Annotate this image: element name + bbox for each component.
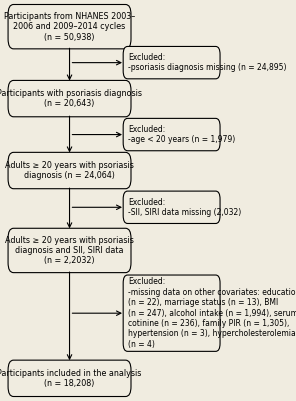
FancyBboxPatch shape	[8, 360, 131, 397]
Text: Participants with psoriasis diagnosis
(n = 20,643): Participants with psoriasis diagnosis (n…	[0, 89, 142, 108]
Text: Participants included in the analysis
(n = 18,208): Participants included in the analysis (n…	[0, 369, 142, 388]
FancyBboxPatch shape	[123, 275, 220, 351]
FancyBboxPatch shape	[123, 47, 220, 79]
FancyBboxPatch shape	[123, 118, 220, 151]
Text: Adults ≥ 20 years with psoriasis
diagnosis (n = 24,064): Adults ≥ 20 years with psoriasis diagnos…	[5, 161, 134, 180]
Text: Excluded:
-missing data on other covariates: education
(n = 22), marriage status: Excluded: -missing data on other covaria…	[128, 277, 296, 349]
Text: Adults ≥ 20 years with psoriasis
diagnosis and SII, SIRI data
(n = 2,2032): Adults ≥ 20 years with psoriasis diagnos…	[5, 235, 134, 265]
FancyBboxPatch shape	[8, 81, 131, 117]
FancyBboxPatch shape	[8, 228, 131, 273]
Text: Excluded:
-age < 20 years (n = 1,979): Excluded: -age < 20 years (n = 1,979)	[128, 125, 235, 144]
FancyBboxPatch shape	[123, 191, 220, 223]
Text: Excluded:
-psoriasis diagnosis missing (n = 24,895): Excluded: -psoriasis diagnosis missing (…	[128, 53, 287, 72]
FancyBboxPatch shape	[8, 4, 131, 49]
Text: Participants from NHANES 2003–
2006 and 2009–2014 cycles
(n = 50,938): Participants from NHANES 2003– 2006 and …	[4, 12, 135, 42]
FancyBboxPatch shape	[8, 152, 131, 189]
Text: Excluded:
-SII, SIRI data missing (2,032): Excluded: -SII, SIRI data missing (2,032…	[128, 198, 242, 217]
